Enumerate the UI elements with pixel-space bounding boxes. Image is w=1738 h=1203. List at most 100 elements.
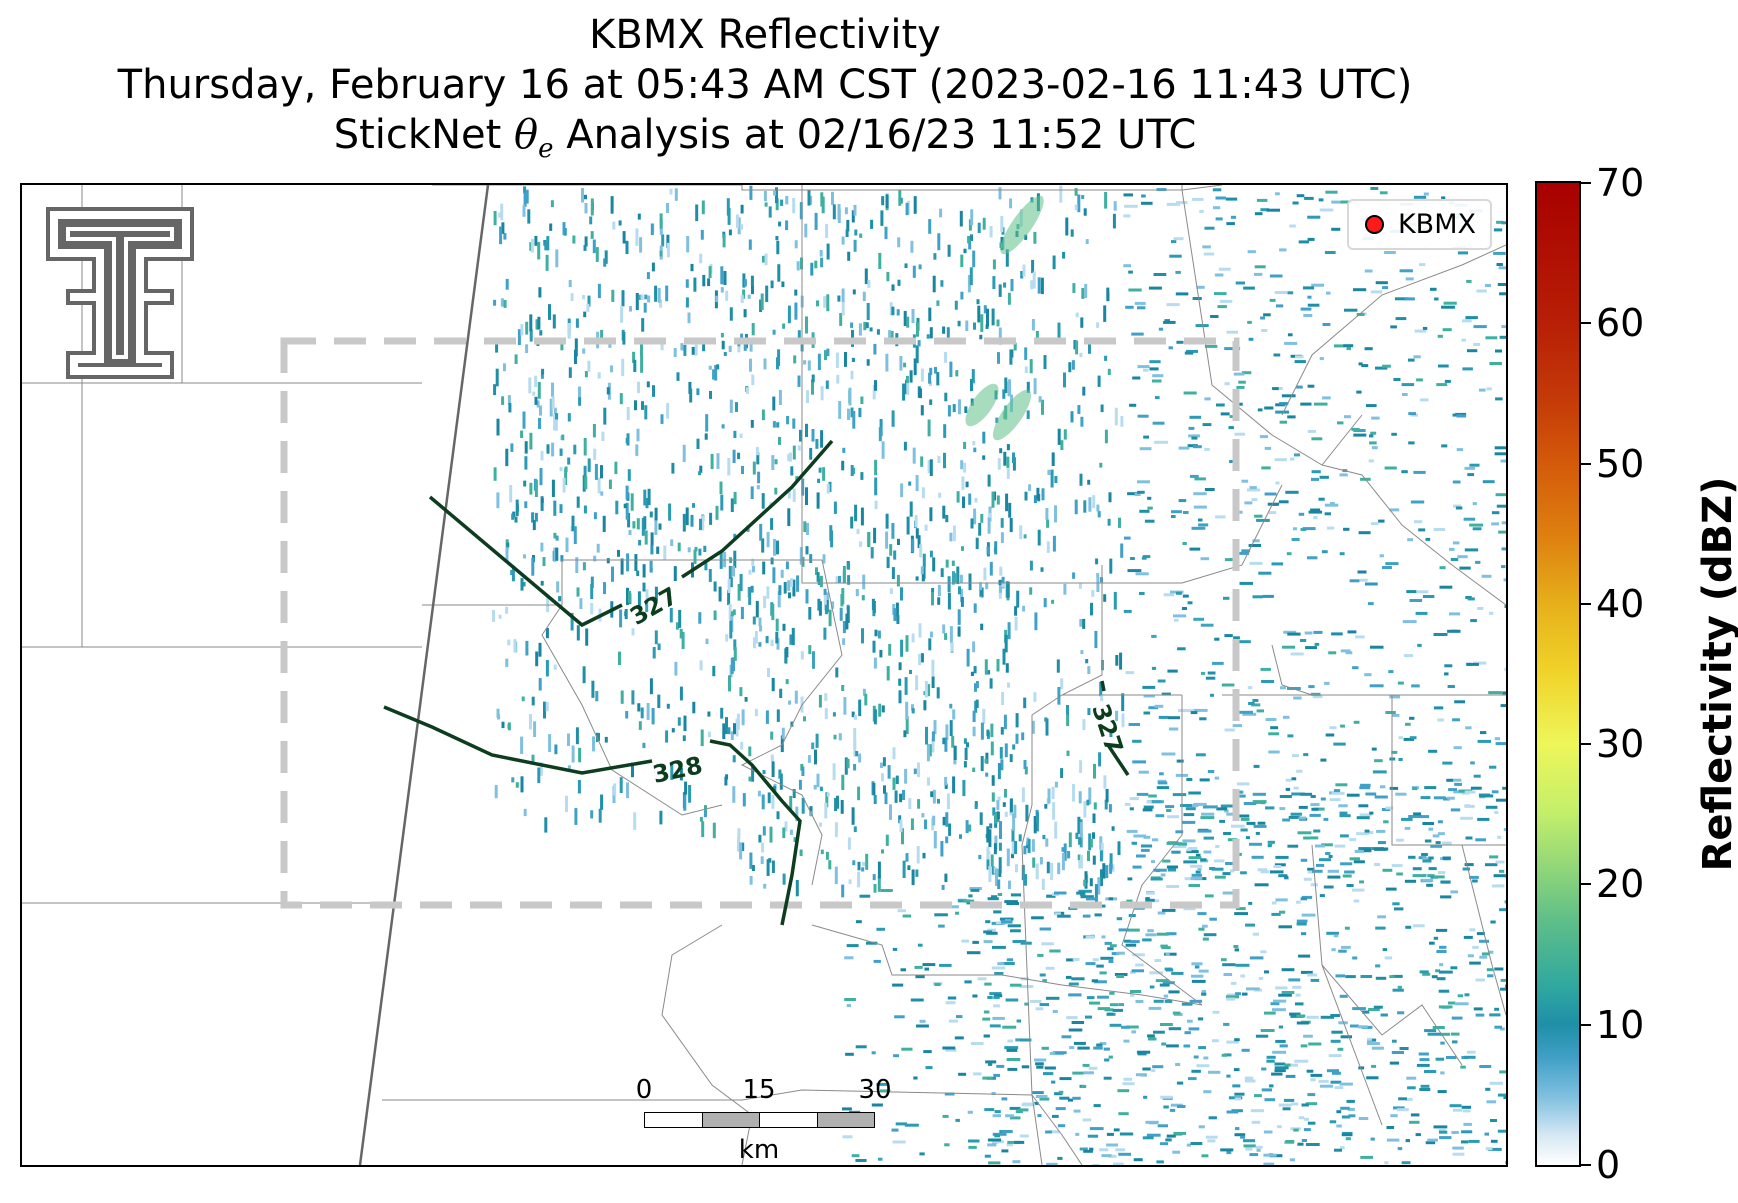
radar-echo [1497,1129,1506,1133]
radar-echo [1345,1137,1351,1141]
radar-echo [665,730,669,743]
radar-echo [1329,798,1341,802]
radar-echo [1303,1128,1311,1132]
radar-echo [1287,844,1299,848]
radar-echo [897,279,901,286]
radar-echo [833,734,837,740]
radar-echo [751,285,754,295]
radar-echo [1244,1076,1254,1080]
radar-echo [721,340,725,350]
radar-echo [859,541,863,547]
radar-echo [897,538,900,545]
radar-echo [1178,709,1189,712]
radar-echo [764,202,768,207]
colorbar-title: Reflectivity (dBZ) [1695,476,1738,872]
radar-echo [1072,283,1076,293]
radar-echo [1234,1133,1246,1137]
radar-echo [1402,393,1408,396]
radar-echo [1346,347,1351,351]
radar-echo [1469,961,1481,965]
radar-echo [1113,1128,1120,1132]
radar-echo [1025,804,1029,822]
radar-echo [1029,587,1033,595]
radar-echo [794,289,798,296]
radar-echo [1117,1089,1130,1093]
radar-echo [586,303,590,312]
radar-echo [1305,1102,1318,1106]
radar-echo [848,879,852,885]
radar-echo [1161,1042,1167,1046]
radar-echo [1287,333,1293,337]
radar-echo [1234,1097,1241,1101]
radar-echo [1495,397,1503,401]
radar-echo [997,352,1000,364]
radar-echo [1057,687,1061,705]
radar-echo [759,625,763,632]
radar-echo [570,612,574,631]
radar-echo [1235,907,1246,911]
radar-echo [1486,968,1493,972]
radar-echo [861,595,865,601]
radar-echo [538,642,542,657]
radar-echo [1246,987,1260,991]
radar-echo [628,530,632,535]
radar-echo [807,755,811,763]
radar-echo [1465,726,1472,730]
radar-echo [1479,939,1489,943]
radar-echo [1142,938,1152,942]
radar-echo [1296,1021,1309,1025]
radar-echo [1118,928,1129,932]
radar-echo [1383,820,1389,824]
radar-echo [1490,1139,1498,1143]
radar-echo [945,812,949,827]
radar-echo [1358,847,1372,851]
radar-echo [551,442,555,457]
radar-echo [1485,1147,1493,1151]
radar-echo [1294,360,1306,364]
radar-echo [760,856,764,865]
radar-echo [1298,954,1311,958]
radar-echo [727,578,731,593]
radar-echo [1212,188,1222,192]
radar-echo [582,295,586,300]
radar-echo [1161,752,1176,756]
radar-echo [1297,831,1312,835]
radar-echo [1146,1133,1161,1137]
radar-echo [1282,818,1291,822]
radar-echo [1026,410,1030,419]
radar-echo [1226,997,1236,1001]
radar-echo [1046,894,1056,898]
radar-echo [620,305,624,323]
radar-echo [944,1143,950,1147]
radar-echo [1101,1154,1112,1158]
radar-echo [660,339,664,351]
radar-echo [1439,970,1453,974]
radar-echo [1220,804,1234,808]
radar-echo [1086,897,1098,901]
radar-echo [1131,841,1137,845]
radar-echo [1198,1046,1206,1050]
radar-echo [1498,266,1506,270]
radar-echo [1103,1076,1112,1080]
radar-echo [1148,794,1157,798]
radar-echo [904,263,908,268]
radar-echo [1111,826,1115,831]
radar-echo [1033,378,1037,395]
radar-echo [928,219,932,234]
radar-echo [619,777,623,793]
radar-echo [1208,1070,1221,1074]
radar-echo [1045,508,1049,520]
radar-echo [532,520,536,531]
radar-echo [645,599,649,613]
radar-echo [1057,1156,1063,1160]
radar-echo [1183,860,1197,864]
radar-echo [612,221,616,230]
radar-echo [1424,786,1437,790]
radar-echo [1222,963,1236,967]
radar-echo [1222,872,1231,876]
radar-echo [1118,517,1121,528]
radar-echo [972,767,976,772]
radar-echo [851,210,855,223]
radar-map[interactable]: 327 328 327 KBMX 0 15 30 [20,183,1508,1167]
radar-echo [584,194,587,200]
